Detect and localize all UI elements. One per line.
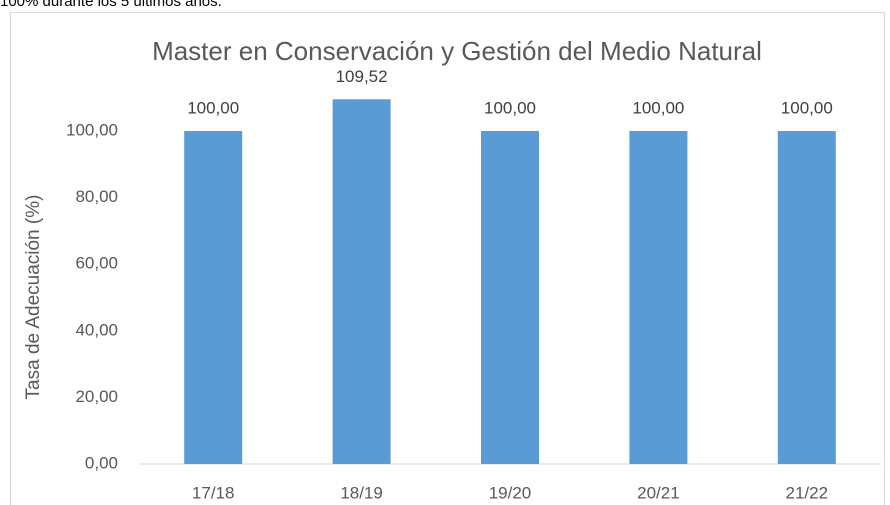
x-tick-label: 21/22 bbox=[786, 483, 829, 502]
x-tick-label: 17/18 bbox=[192, 483, 235, 502]
value-label: 109,52 bbox=[336, 67, 388, 86]
x-tick-label: 20/21 bbox=[637, 483, 680, 502]
value-label: 100,00 bbox=[781, 98, 833, 117]
y-axis-label: Tasa de Adecuación (%) bbox=[23, 195, 44, 400]
value-label: 100,00 bbox=[187, 98, 239, 117]
bar bbox=[777, 131, 836, 464]
x-tick-label: 19/20 bbox=[489, 483, 532, 502]
y-tick-label: 80,00 bbox=[75, 187, 118, 206]
bar bbox=[481, 131, 539, 464]
y-tick-label: 40,00 bbox=[75, 320, 118, 339]
intro-text: 100% durante los 5 últimos años. bbox=[0, 0, 222, 10]
chart-frame bbox=[10, 12, 885, 505]
chart-title: Master en Conservación y Gestión del Med… bbox=[152, 36, 762, 66]
bar bbox=[629, 131, 688, 464]
y-tick-label: 20,00 bbox=[75, 387, 118, 406]
value-label: 100,00 bbox=[484, 98, 536, 117]
value-label: 100,00 bbox=[632, 98, 684, 117]
y-tick-label: 100,00 bbox=[66, 120, 118, 139]
y-tick-label: 60,00 bbox=[75, 254, 118, 273]
y-tick-label: 0,00 bbox=[85, 453, 118, 472]
bar bbox=[332, 99, 391, 464]
x-tick-label: 18/19 bbox=[340, 483, 383, 502]
bar bbox=[184, 131, 243, 464]
